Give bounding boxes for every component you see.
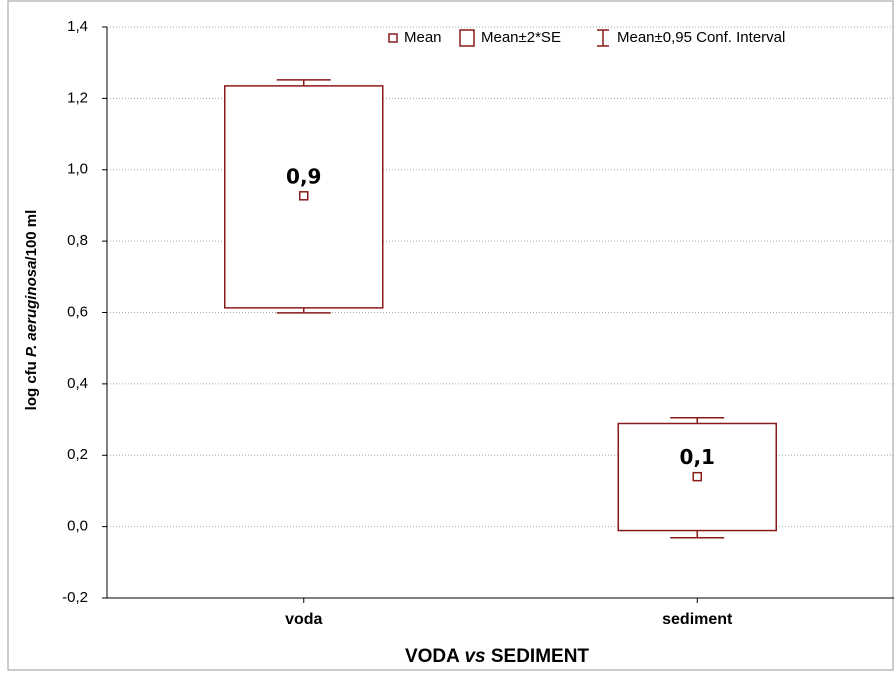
- whisker: [276, 307, 331, 314]
- value-label: 0,9: [286, 164, 321, 188]
- y-title-part: log cfu: [23, 357, 40, 410]
- x-tick-label: voda: [285, 611, 322, 628]
- legend-label: Mean±0,95 Conf. Interval: [617, 29, 785, 46]
- y-tick-label: 0,2: [67, 446, 88, 463]
- legend-label: Mean±2*SE: [481, 29, 561, 46]
- legend-swatch: [597, 29, 609, 47]
- mean-marker: [692, 471, 702, 482]
- x-title-part: VODA: [405, 646, 464, 667]
- y-tick-label: 0,0: [67, 518, 88, 535]
- y-tick-label: 0,4: [67, 375, 88, 392]
- y-tick-label: 1,4: [67, 18, 88, 35]
- y-title-part: P. aeruginosa: [23, 261, 40, 357]
- x-tick-label: sediment: [662, 611, 733, 628]
- y-tick-label: 1,2: [67, 89, 88, 106]
- y-axis-title: log cfu P. aeruginosa/100 ml: [23, 210, 40, 411]
- frame: [7, 0, 894, 671]
- y-tick-label: 1,0: [67, 161, 88, 178]
- y-title-part: /100 ml: [23, 210, 40, 261]
- mean-marker: [299, 191, 309, 201]
- legend-swatch: [459, 29, 475, 47]
- whisker: [276, 79, 331, 86]
- legend-label: Mean: [404, 29, 442, 46]
- whisker: [670, 417, 725, 424]
- legend-swatch: [388, 33, 398, 43]
- x-axis-title: VODA vs SEDIMENT: [405, 646, 589, 667]
- y-tick-label: 0,8: [67, 232, 88, 249]
- y-tick-label: -0,2: [62, 589, 88, 606]
- x-title-part: vs: [464, 646, 485, 667]
- whisker: [670, 530, 725, 539]
- y-tick-label: 0,6: [67, 303, 88, 320]
- value-label: 0,1: [680, 445, 715, 469]
- x-title-part: SEDIMENT: [486, 646, 590, 667]
